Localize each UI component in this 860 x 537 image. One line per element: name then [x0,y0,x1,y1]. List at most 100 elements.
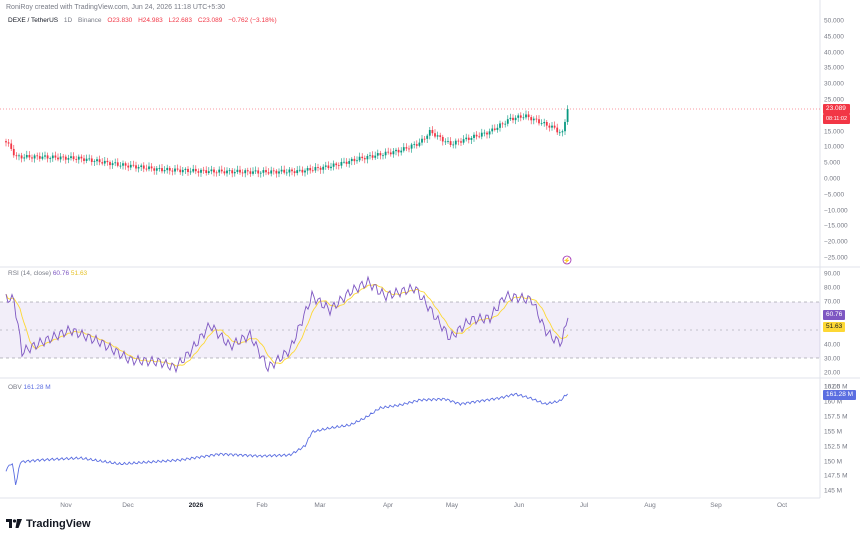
candle-body [142,165,145,169]
rsi-legend-name: RSI (14, close) [8,270,51,277]
candle-body [51,155,54,159]
candle-body [5,141,7,143]
candle-body [423,138,426,140]
candle-body [356,160,358,162]
candle-body [317,167,319,168]
candle-body [163,170,166,172]
candle-body [12,148,15,156]
price-axis-label: 5.000 [824,159,841,167]
candle-body [551,125,553,128]
candle-body [88,158,91,160]
obv-axis-label: 150 M [824,458,843,465]
price-axis-label: 35.000 [824,64,844,72]
candle-body [522,117,525,119]
rsi-axis-label: 70.00 [824,298,841,306]
candle-body [31,157,33,159]
candle-body [392,151,395,155]
rsi-ma-value-tag: 51.63 [823,322,846,332]
candle-body [145,168,148,170]
candle-body [538,119,540,124]
obv-axis-label: 147.5 M [824,472,848,480]
candle-body [509,117,512,120]
obv-line [5,392,568,486]
obv-axis-label: 162.5 M [824,383,848,391]
symbol-name[interactable]: DEXE / TetherUS [8,17,59,24]
candle-body [363,158,366,160]
candle-body [408,148,410,150]
event-marker-icon[interactable]: ⚡ [562,255,572,265]
candle-body [18,155,20,157]
interval[interactable]: 1D [63,17,73,24]
candle-body [473,134,475,138]
candle-body [85,158,88,161]
price-axis-label: 30.000 [824,80,844,88]
candle-body [361,156,364,159]
candle-body [504,123,507,125]
candle-body [83,158,85,161]
candle-body [306,168,309,171]
candle-body [239,169,241,173]
candle-body [327,165,330,169]
candle-body [353,158,356,162]
candle-body [483,132,486,134]
svg-text:⚡: ⚡ [563,256,570,264]
time-axis-label: Jul [579,502,589,509]
candle-body [226,170,228,174]
candle-body [558,132,561,134]
candle-body [296,170,299,174]
obv-axis-label: 160 M [824,398,843,406]
candle-body [174,168,176,172]
candle-body [467,137,470,140]
price-axis-label: 45.000 [824,33,844,41]
candle-body [293,171,296,174]
candle-body [506,119,509,124]
candle-body [561,131,564,133]
candle-body [241,172,244,174]
candle-body [122,163,124,166]
candle-body [161,168,163,172]
candle-body [545,121,548,126]
price-change: −0.762 (−3.18%) [228,17,277,24]
candle-body [265,170,267,173]
candle-body [366,155,369,160]
symbol-legend[interactable]: DEXE / TetherUS 1D Binance O23.830 H24.9… [8,17,281,24]
obv-legend[interactable]: OBV 161.28 M [8,384,51,391]
candle-body [25,154,28,158]
time-axis-label: Aug [644,502,656,509]
candle-body [553,125,556,128]
rsi-ma-line [5,283,569,367]
rsi-axis-label: 30.00 [824,355,841,363]
candle-body [202,169,205,171]
tradingview-logo[interactable]: TradingView [6,518,91,530]
tradingview-brand: TradingView [26,518,91,530]
candle-body [33,155,36,159]
candle-body [41,156,44,159]
candle-body [90,158,93,162]
candlestick-series[interactable] [5,105,569,178]
rsi-legend[interactable]: RSI (14, close) 60.76 51.63 [8,270,87,277]
candle-body [475,134,478,137]
candle-body [179,169,182,173]
candle-body [231,170,234,174]
ohlc-close: C23.089 [197,17,223,24]
time-axis-label: 2026 [188,502,204,509]
candle-body [405,147,408,149]
candle-body [285,172,288,174]
candle-body [517,115,520,118]
candle-body [262,170,265,173]
candle-body [382,155,384,157]
candle-body [519,115,522,118]
candle-body [124,163,127,166]
candle-body [566,109,569,122]
candle-body [220,169,223,172]
rsi-legend-ma-value: 51.63 [70,270,88,277]
candle-body [36,155,39,157]
candle-body [155,168,158,171]
candle-body [402,147,405,151]
candle-body [319,167,322,170]
last-price-value: 23.089 [823,104,851,114]
candle-body [249,171,252,174]
candle-body [23,157,26,159]
candle-body [283,169,286,173]
